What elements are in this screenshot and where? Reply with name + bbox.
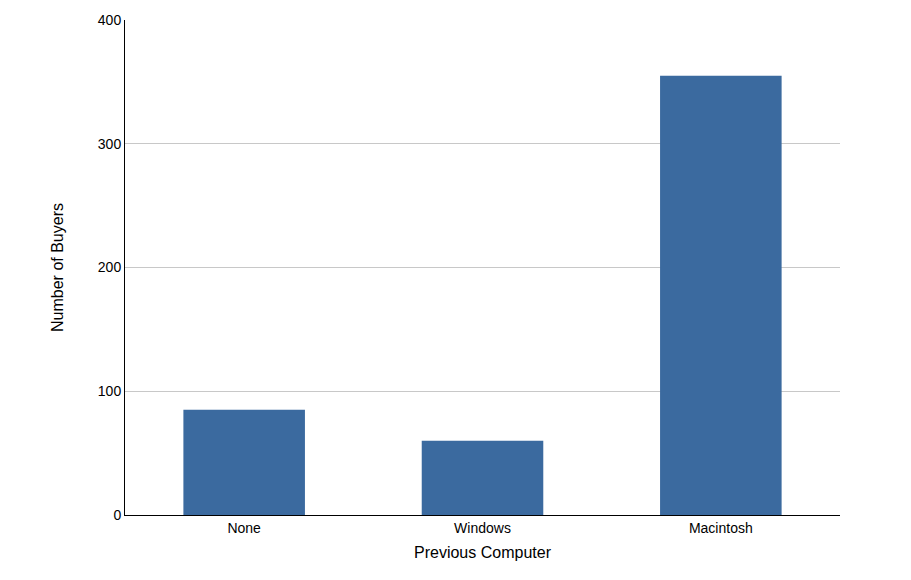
svg-text:300: 300 — [98, 136, 122, 152]
svg-text:100: 100 — [98, 383, 122, 399]
svg-text:200: 200 — [98, 259, 122, 275]
svg-text:Previous Computer: Previous Computer — [414, 544, 552, 561]
svg-text:400: 400 — [98, 12, 122, 28]
svg-text:Macintosh: Macintosh — [689, 520, 753, 536]
svg-text:None: None — [227, 520, 261, 536]
svg-text:0: 0 — [113, 507, 121, 523]
svg-text:Number of Buyers: Number of Buyers — [49, 203, 66, 332]
svg-text:Windows: Windows — [454, 520, 511, 536]
